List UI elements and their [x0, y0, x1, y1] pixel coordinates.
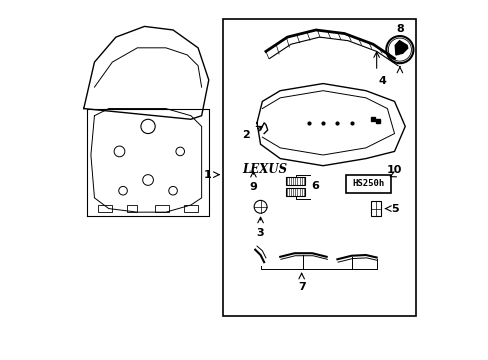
Bar — [183, 205, 198, 212]
Polygon shape — [394, 41, 407, 55]
Text: 3: 3 — [256, 228, 264, 238]
Text: LEXUS: LEXUS — [242, 163, 287, 176]
Bar — [285, 177, 305, 185]
Bar — [126, 205, 137, 212]
Text: 8: 8 — [395, 23, 403, 33]
Bar — [155, 205, 169, 212]
Bar — [370, 202, 381, 216]
Text: 1: 1 — [203, 170, 211, 180]
Text: 4: 4 — [378, 76, 386, 86]
Bar — [223, 19, 415, 316]
Text: 2: 2 — [242, 130, 250, 140]
Text: 6: 6 — [311, 181, 319, 191]
Bar — [98, 205, 112, 212]
Text: 10: 10 — [386, 165, 402, 175]
Text: 7: 7 — [297, 282, 305, 292]
Bar — [285, 188, 305, 196]
Text: 5: 5 — [390, 203, 398, 213]
Text: 9: 9 — [249, 182, 257, 192]
Text: HS250h: HS250h — [352, 179, 384, 188]
